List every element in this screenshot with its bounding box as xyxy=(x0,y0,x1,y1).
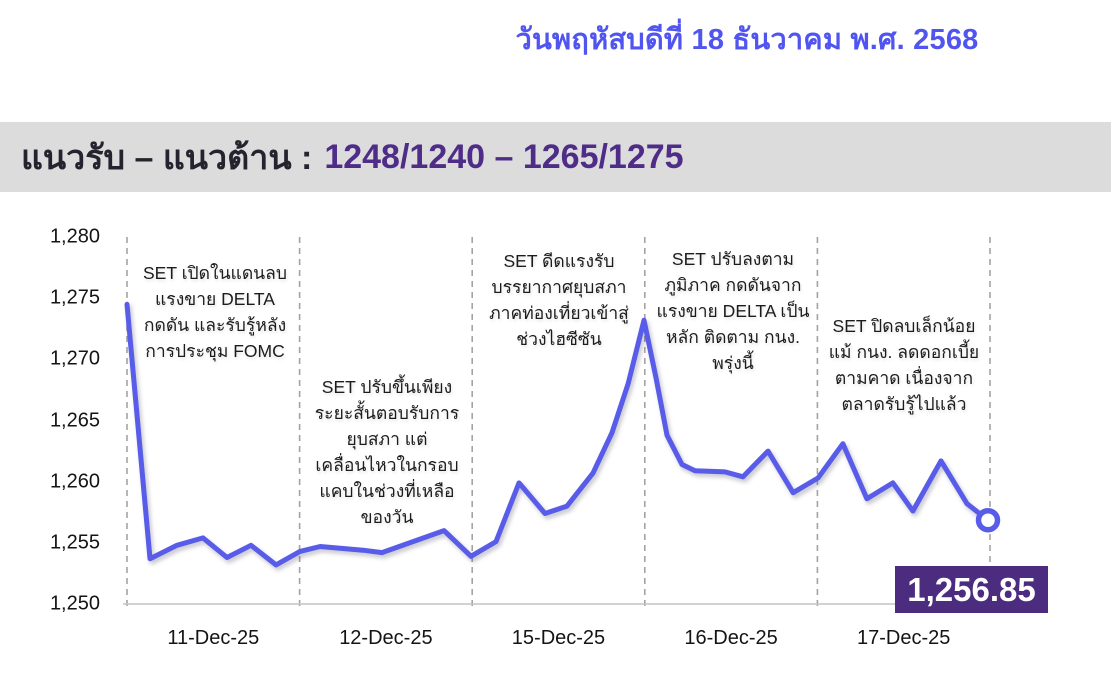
y-axis-tick: 1,255 xyxy=(49,531,100,554)
x-axis-label: 15-Dec-25 xyxy=(511,627,606,649)
annotation-line: SET ปิดลบเล็กน้อย xyxy=(832,316,976,336)
x-axis-label: 16-Dec-25 xyxy=(684,627,778,649)
annotation-line: ตลาดรับรู้ไปแล้ว xyxy=(841,394,967,414)
y-axis-tick: 1,250 xyxy=(49,592,100,615)
annotation-line: บรรยากาศยุบสภา xyxy=(491,277,627,297)
annotation-line: SET ดีดแรงรับ xyxy=(503,251,615,271)
annotation-line: แรงขาย DELTA เป็น xyxy=(656,301,810,321)
annotation-line: SET ปรับลงตาม xyxy=(671,249,795,269)
annotation-line: ระยะสั้นตอบรับการ xyxy=(314,403,460,423)
annotation-line: หลัก ติดตาม กนง. xyxy=(665,327,800,347)
annotation-day-16-Dec-25: SET ปรับลงตามภูมิภาค กดดันจากแรงขาย DELT… xyxy=(631,246,836,376)
banner-label: แนวรับ – แนวต้าน : xyxy=(21,139,313,177)
support-resistance-banner: แนวรับ – แนวต้าน : 1248/1240 – 1265/1275 xyxy=(0,122,1111,192)
banner-value: 1248/1240 – 1265/1275 xyxy=(324,137,684,176)
annotation-day-11-Dec-25: SET เปิดในแดนลบแรงขาย DELTA กดดัน และรับร… xyxy=(115,260,315,364)
y-axis-tick: 1,260 xyxy=(49,470,100,493)
annotation-line: ยุบสภา แต่ xyxy=(346,429,428,449)
y-axis-tick: 1,280 xyxy=(49,225,100,248)
annotation-line: ตามคาด เนื่องจาก xyxy=(834,368,974,388)
annotation-line: เคลื่อนไหวในกรอบ xyxy=(315,455,459,475)
annotation-line: ภูมิภาค กดดันจาก xyxy=(664,275,802,295)
annotation-line: ช่วงไฮซีซัน xyxy=(516,329,602,349)
annotation-line: พรุ่งนี้ xyxy=(712,353,754,373)
x-axis-label: 17-Dec-25 xyxy=(856,627,951,649)
annotation-line: ภาคท่องเที่ยวเข้าสู่ xyxy=(489,303,629,323)
annotation-day-12-Dec-25: SET ปรับขึ้นเพียงระยะสั้นตอบรับการยุบสภา… xyxy=(292,374,482,530)
x-axis-label: 11-Dec-25 xyxy=(167,627,260,649)
annotation-day-15-Dec-25: SET ดีดแรงรับบรรยากาศยุบสภาภาคท่องเที่ยว… xyxy=(459,248,659,352)
annotation-line: แม้ กนง. ลดดอกเบี้ย xyxy=(828,342,980,362)
y-axis-tick: 1,270 xyxy=(49,347,100,370)
price-line xyxy=(124,301,991,568)
y-axis-tick: 1,275 xyxy=(49,286,100,309)
annotation-line: แรงขาย DELTA xyxy=(155,289,275,309)
last-point-marker xyxy=(975,507,1001,533)
annotation-line: แคบในช่วงที่เหลือ xyxy=(319,481,455,501)
annotation-line: การประชุม FOMC xyxy=(145,341,285,361)
annotation-line: SET เปิดในแดนลบ xyxy=(143,263,287,283)
date-header: วันพฤหัสบดีที่ 18 ธันวาคม พ.ศ. 2568 xyxy=(515,24,979,56)
annotation-line: SET ปรับขึ้นเพียง xyxy=(321,377,453,397)
last-price-badge: 1,256.85 xyxy=(895,566,1048,613)
y-axis-tick: 1,265 xyxy=(49,409,100,431)
annotation-day-17-Dec-25: SET ปิดลบเล็กน้อยแม้ กนง. ลดดอกเบี้ยตามค… xyxy=(802,313,1007,417)
annotation-line: ของวัน xyxy=(360,507,414,527)
x-axis-label: 12-Dec-25 xyxy=(339,627,433,649)
annotation-line: กดดัน และรับรู้หลัง xyxy=(143,315,287,335)
